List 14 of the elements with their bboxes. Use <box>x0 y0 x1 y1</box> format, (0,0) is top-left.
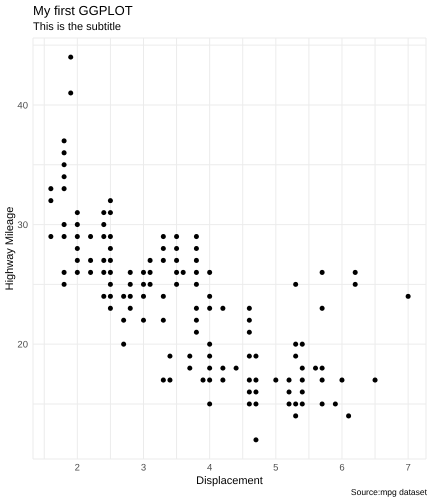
x-axis-title: Displacement <box>196 475 263 487</box>
y-tick-label: 20 <box>17 340 28 351</box>
y-axis-title: Highway Mileage <box>4 206 16 290</box>
x-tick-label: 4 <box>207 462 212 474</box>
y-tick-label: 30 <box>17 220 28 231</box>
chart-title: My first GGPLOT <box>33 3 133 18</box>
x-tick-label: 6 <box>339 462 345 474</box>
x-tick-label: 7 <box>405 462 411 474</box>
x-tick-label: 5 <box>273 462 278 474</box>
x-tick-label: 2 <box>74 462 80 474</box>
chart-subtitle: This is the subtitle <box>33 21 122 34</box>
source-note: Source:mpg dataset <box>350 487 427 497</box>
x-tick-label: 3 <box>140 462 146 474</box>
y-tick-label: 40 <box>17 100 28 112</box>
